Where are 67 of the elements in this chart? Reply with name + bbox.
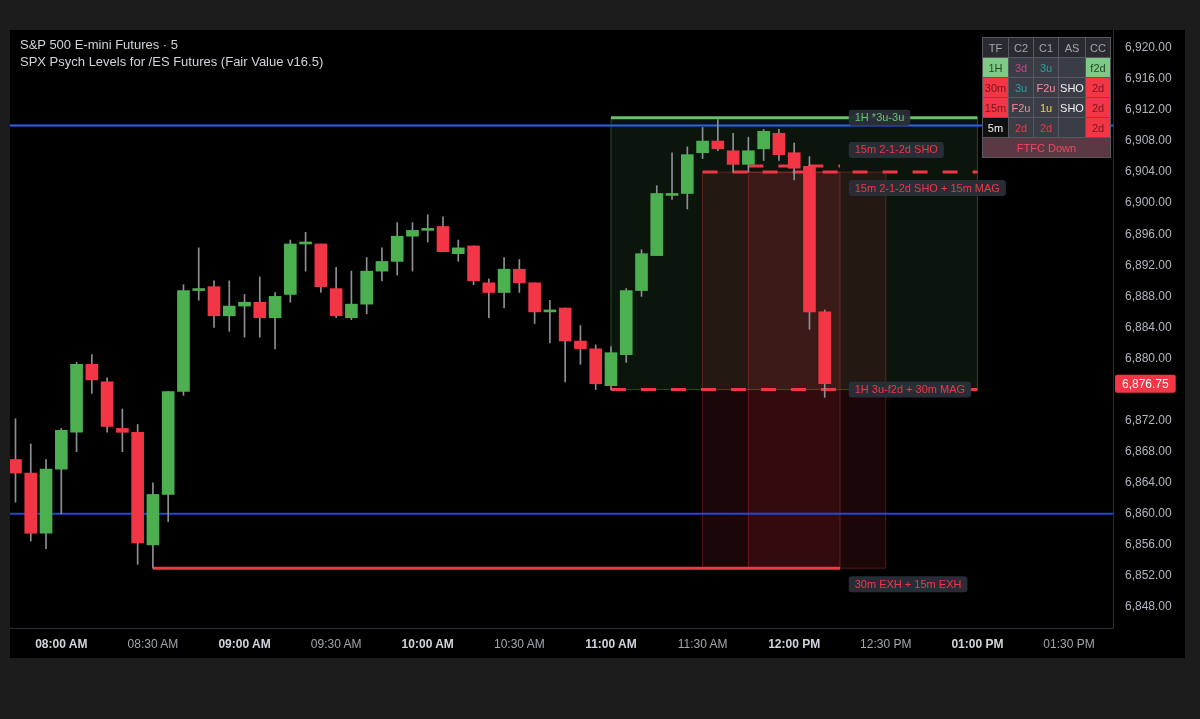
text: 2d [1039, 121, 1053, 134]
text: 1u [1039, 101, 1053, 114]
x-tick-label: 01:00 PM [951, 636, 1004, 651]
text: S&P 500 E-mini Futures · 5 [20, 36, 178, 53]
text: f2d [1090, 61, 1106, 74]
y-tick-label: 6,900.00 [1125, 195, 1173, 210]
text: 2d [1091, 121, 1105, 134]
category-label: CC [1085, 37, 1111, 58]
y-tick-label: 6,872.00 [1125, 412, 1173, 427]
candlestick [421, 214, 435, 243]
text: 15m [984, 101, 1007, 114]
y-tick-label: 6,920.00 [1125, 40, 1173, 55]
text: 3u [1014, 81, 1028, 94]
text: SHO [1060, 81, 1084, 94]
x-tick-label: 08:30 AM [127, 636, 179, 651]
x-tick-label: 09:00 AM [218, 636, 271, 651]
category-label: AS [1058, 37, 1086, 58]
y-tick-label: 6,852.00 [1125, 568, 1173, 583]
x-tick-label: 08:00 AM [35, 636, 88, 651]
series-label: 1H 3u-f2d + 30m MAG [854, 383, 966, 396]
text: 2d [1014, 121, 1028, 134]
candlestick [192, 247, 206, 301]
category-label: C2 [1008, 37, 1034, 58]
annotation: FTFC Down [982, 137, 1111, 158]
x-tick-label: 01:30 PM [1043, 636, 1095, 651]
x-tick-label: 10:00 AM [401, 636, 454, 651]
series-label: 30m EXH + 15m EXH [854, 577, 962, 590]
text: 30m [984, 81, 1007, 94]
x-tick-label: 11:30 AM [677, 636, 728, 651]
x-tick-label: 12:00 PM [768, 636, 821, 651]
candlestick [665, 152, 679, 200]
y-tick-label: 6,856.00 [1125, 537, 1173, 552]
text: F2u [1011, 101, 1031, 114]
text: 3d [1014, 61, 1028, 74]
x-tick-label: 09:30 AM [310, 636, 362, 651]
text: 6,876.75 [1122, 376, 1170, 391]
text: F2u [1036, 81, 1056, 94]
y-tick-label: 6,896.00 [1125, 226, 1173, 241]
category-label: C1 [1033, 37, 1059, 58]
y-tick-label: 6,864.00 [1125, 475, 1173, 490]
series-label: 15m 2-1-2d SHO [854, 143, 939, 156]
y-tick-label: 6,880.00 [1125, 350, 1173, 365]
candlestick [711, 119, 725, 152]
series-label: 15m 2-1-2d SHO + 15m MAG [854, 181, 1000, 194]
candlestick [222, 280, 236, 332]
x-tick-label: 11:00 AM [585, 636, 637, 651]
y-tick-label: 6,860.00 [1125, 506, 1173, 521]
y-tick-label: 6,912.00 [1125, 102, 1173, 117]
y-tick-label: 6,888.00 [1125, 288, 1173, 303]
series-label: 1H *3u-3u [854, 111, 905, 124]
x-tick-label: 10:30 AM [494, 636, 545, 651]
x-tick-label: 12:30 PM [860, 636, 912, 651]
y-tick-label: 6,904.00 [1125, 164, 1173, 179]
text: 2d [1091, 81, 1105, 94]
y-tick-label: 6,908.00 [1125, 133, 1173, 148]
y-tick-label: 6,848.00 [1125, 599, 1173, 614]
text: 5m [987, 121, 1004, 134]
y-tick-label: 6,892.00 [1125, 257, 1173, 272]
y-tick-label: 6,868.00 [1125, 444, 1173, 459]
text: SHO [1060, 101, 1084, 114]
y-tick-label: 6,884.00 [1125, 319, 1173, 334]
text: 3u [1039, 61, 1053, 74]
category-label: TF [982, 37, 1009, 58]
y-tick-label: 6,916.00 [1125, 71, 1173, 86]
text: SPX Psych Levels for /ES Futures (Fair Value v16.5) [20, 53, 324, 70]
text: 2d [1091, 101, 1105, 114]
text: 1H [988, 61, 1003, 74]
